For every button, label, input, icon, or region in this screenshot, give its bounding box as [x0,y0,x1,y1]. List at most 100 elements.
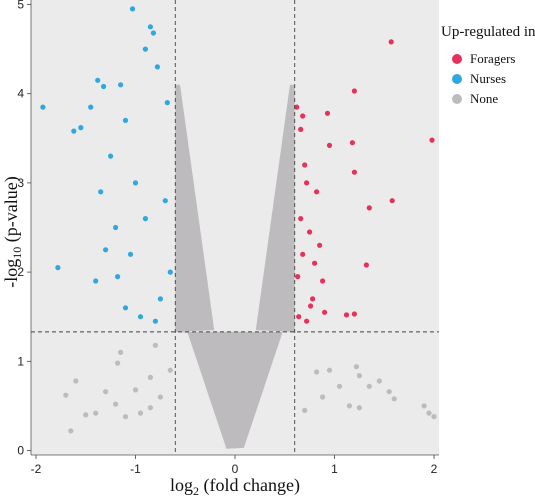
y-tick-label: 5 [17,0,24,11]
point-none-24 [391,396,397,402]
point-foragers-28 [300,251,306,257]
point-none-16 [152,342,158,348]
point-foragers-1 [351,88,357,94]
point-nurses-9 [55,265,61,271]
point-none-15 [118,349,124,355]
point-none-3 [93,410,99,416]
point-none-19 [353,364,359,370]
point-none-2 [83,412,89,418]
point-none-30 [320,394,326,400]
legend-entry-none: None [452,91,498,106]
point-nurses-27 [142,216,148,222]
legend-swatch-none [452,94,462,104]
x-axis-title-sub: 2 [193,484,199,496]
point-none-21 [366,383,372,389]
point-foragers-13 [351,311,357,317]
point-foragers-15 [307,229,313,235]
point-none-0 [73,378,79,384]
y-axis-title-main: -log [1,259,21,288]
point-nurses-1 [147,24,153,30]
point-none-11 [132,387,139,393]
point-none-1 [63,392,69,398]
point-nurses-20 [137,314,144,320]
legend-label-foragers: Foragers [470,51,516,66]
point-nurses-13 [122,117,129,123]
point-nurses-11 [142,46,148,52]
point-nurses-6 [88,104,94,110]
point-foragers-23 [322,309,328,315]
point-nurses-18 [93,278,99,284]
point-none-29 [431,414,437,420]
point-foragers-11 [363,262,369,268]
y-axis-title: -log10 (p-value) [1,176,24,287]
point-nurses-19 [122,305,129,311]
series-none [63,342,437,434]
y-tick-label: 3 [17,176,24,190]
point-foragers-24 [317,242,323,248]
point-foragers-4 [300,113,306,119]
point-nurses-24 [167,269,173,275]
point-foragers-5 [349,140,355,146]
point-none-27 [421,403,427,409]
point-nurses-14 [108,153,114,159]
point-none-14 [167,367,173,373]
point-foragers-21 [296,314,302,320]
y-tick-label: 4 [17,87,24,101]
point-foragers-17 [302,162,308,168]
y-tick-label: 1 [17,354,24,368]
x-tick-label: 1 [331,462,338,476]
point-foragers-18 [298,216,304,222]
x-axis-title: log2 (fold change) [170,475,300,496]
point-none-22 [376,378,382,384]
point-foragers-10 [389,198,395,204]
series-foragers [294,39,435,324]
point-nurses-2 [150,30,156,36]
legend-swatch-nurses [452,74,462,84]
x-tick-label: 2 [431,462,438,476]
point-none-23 [386,389,392,395]
point-none-26 [346,403,352,409]
point-nurses-7 [71,128,77,134]
point-nurses-15 [98,189,104,195]
cloud-band-left [175,84,215,332]
point-nurses-22 [162,198,168,204]
cloud-funnel [175,331,295,449]
point-none-5 [113,401,119,407]
point-foragers-19 [320,278,326,284]
point-nurses-17 [127,251,134,257]
point-none-20 [356,373,362,379]
point-nurses-4 [101,83,107,90]
y-tick-label: 0 [17,444,24,458]
point-foragers-0 [388,39,394,45]
point-none-9 [68,428,74,434]
point-foragers-27 [295,274,301,280]
point-none-28 [426,410,432,416]
point-nurses-28 [115,274,121,280]
none-density-cloud [175,84,295,449]
point-foragers-7 [351,169,357,175]
point-foragers-6 [326,142,333,148]
cloud-band-right [255,84,295,332]
x-tick-label: 0 [232,462,239,476]
x-tick-label: -2 [31,462,42,476]
point-none-12 [147,374,153,380]
point-nurses-0 [129,6,136,12]
point-foragers-20 [310,296,316,302]
point-nurses-23 [164,100,170,106]
point-none-32 [336,383,343,389]
point-none-4 [103,389,109,395]
legend-swatch-foragers [452,54,462,64]
point-foragers-14 [314,189,320,195]
point-foragers-25 [298,126,304,132]
x-axis-title-main: log [170,475,193,495]
point-foragers-29 [308,303,314,309]
point-none-10 [115,360,121,366]
point-none-8 [147,405,153,411]
legend-entry-nurses: Nurses [452,71,506,86]
point-nurses-8 [40,104,46,110]
point-nurses-16 [113,224,119,231]
point-nurses-5 [118,82,124,88]
y-axis-title-rest: (p-value) [1,176,22,246]
legend-label-nurses: Nurses [470,71,506,86]
